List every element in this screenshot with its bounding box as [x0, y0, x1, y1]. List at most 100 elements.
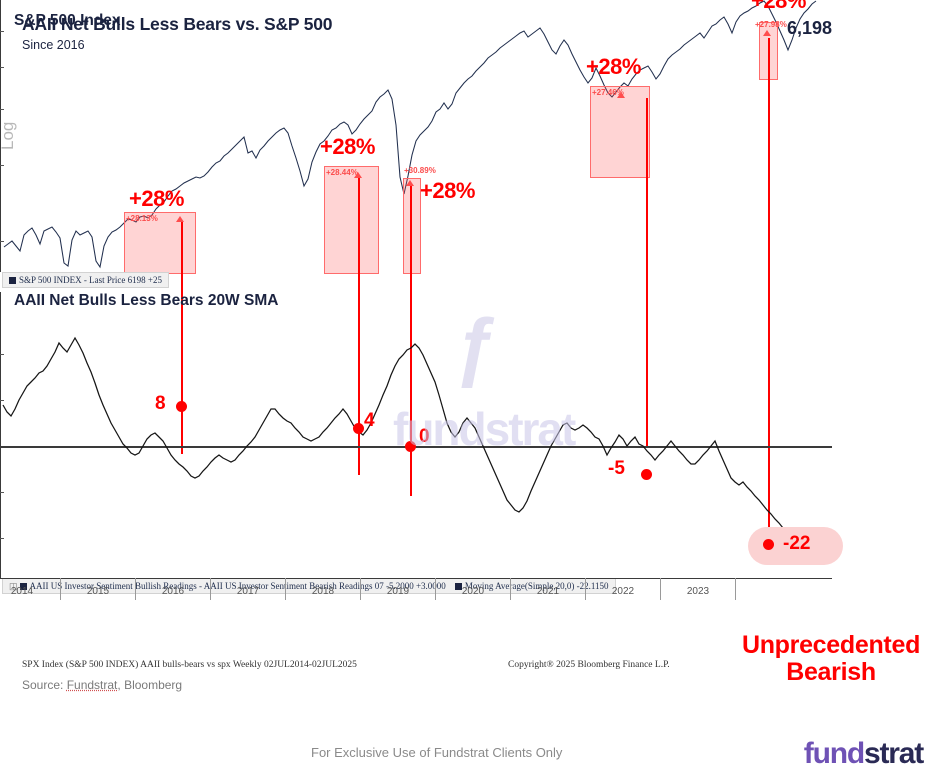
- sentiment-marker-label-8: 8: [155, 393, 166, 414]
- tick-mark: [0, 67, 4, 68]
- x-label-2022: 2022: [611, 586, 635, 597]
- episode-arrow-2: [354, 172, 362, 178]
- episode-connector-4: [646, 98, 648, 448]
- episode-label-5: +27.98%: [755, 20, 787, 29]
- episode-pct-5: +28%: [751, 0, 806, 13]
- legend-expand-icon[interactable]: ◫: [9, 581, 18, 591]
- x-label-2014: 2014: [10, 586, 34, 597]
- watermark-text: fundstrat: [393, 403, 576, 455]
- episode-highlight-3: [403, 178, 421, 274]
- sentiment-marker-0: [405, 441, 416, 452]
- x-label-2015: 2015: [86, 586, 110, 597]
- watermark-logo: ƒ: [455, 301, 499, 389]
- sentiment-legend-text-b: Moving Average(Simple,20,0) -22.1150: [464, 581, 609, 591]
- exclusive-use-notice: For Exclusive Use of Fundstrat Clients O…: [311, 745, 563, 760]
- episode-connector-3: [410, 186, 412, 496]
- x-tick: [135, 578, 136, 600]
- aaii-sma-line: [2, 336, 804, 544]
- episode-arrow-4: [617, 92, 625, 98]
- sp500-line: [3, 0, 817, 269]
- legend-swatch: [9, 277, 16, 284]
- sentiment-marker-minus22: [763, 539, 774, 550]
- episode-connector-5: [768, 38, 770, 540]
- tick-mark: [0, 109, 4, 110]
- x-label-2021: 2021: [536, 586, 560, 597]
- tick-mark: [0, 400, 4, 401]
- sentiment-marker-label-minus22: -22: [783, 533, 811, 554]
- tick-mark: [0, 492, 4, 493]
- chart-canvas: S&P 500 Index Log 6198 6000 5000 4000 30…: [0, 0, 843, 600]
- price-legend-text: S&P 500 INDEX - Last Price 6198 +25: [19, 275, 162, 285]
- x-tick: [735, 578, 736, 600]
- x-label-2020: 2020: [461, 586, 485, 597]
- episode-label-4: +27.46%: [592, 88, 624, 97]
- sentiment-marker-8: [176, 401, 187, 412]
- episode-pct-1: +28%: [129, 186, 184, 211]
- episode-highlight-4: [590, 86, 650, 178]
- sentiment-marker-label-0: 0: [419, 426, 430, 447]
- x-label-2018: 2018: [311, 586, 335, 597]
- legend-swatch: [19, 583, 27, 590]
- x-label-2019: 2019: [386, 586, 410, 597]
- x-tick: [660, 578, 661, 600]
- sentiment-marker-label-4: 4: [364, 410, 375, 431]
- tick-mark: [0, 538, 4, 539]
- x-label-2016: 2016: [161, 586, 185, 597]
- episode-connector-2: [358, 178, 360, 475]
- source-suffix: , Bloomberg: [117, 678, 183, 692]
- episode-highlight-2: [324, 166, 379, 274]
- episode-connector-1: [181, 222, 183, 454]
- legend-swatch: [454, 583, 462, 590]
- x-tick: [360, 578, 361, 600]
- sentiment-y-axis: [0, 292, 2, 578]
- logo-fund: fund: [803, 737, 865, 770]
- fundstrat-logo: fundstrat: [803, 737, 924, 771]
- tick-mark: [0, 241, 4, 242]
- tick-mark: [0, 165, 4, 166]
- logo-strat: strat: [863, 737, 924, 770]
- x-label-2017: 2017: [236, 586, 260, 597]
- price-legend: S&P 500 INDEX - Last Price 6198 +25: [2, 272, 169, 288]
- x-tick: [210, 578, 211, 600]
- episode-pct-3: +28%: [420, 178, 475, 203]
- sentiment-marker-label-minus5: -5: [608, 458, 625, 479]
- tick-mark: [0, 354, 4, 355]
- x-axis: [0, 578, 832, 580]
- page-title: AAII Net Bulls Less Bears vs. S&P 500: [22, 14, 333, 34]
- source-link[interactable]: Fundstrat: [66, 678, 118, 692]
- price-series-plot: [3, 0, 817, 269]
- x-tick: [585, 578, 586, 600]
- source-line: Source: Fundstrat, Bloomberg: [22, 678, 182, 692]
- last-price-label: 6,198: [787, 18, 833, 38]
- price-panel: S&P 500 Index Log 6198 6000 5000 4000 30…: [0, 0, 833, 540]
- sentiment-series-plot: [2, 336, 804, 544]
- bloomberg-footer-left: SPX Index (S&P 500 INDEX) AAII bulls-bea…: [22, 660, 357, 670]
- tick-mark: [0, 31, 4, 32]
- sentiment-marker-minus5: [641, 469, 652, 480]
- episode-label-1: +28.13%: [126, 214, 158, 223]
- sentiment-panel: AAII Net Bulls Less Bears 20W SMA 20 10 …: [0, 292, 843, 594]
- episode-arrow-5: [763, 30, 771, 36]
- bloomberg-footer-right: Copyright® 2025 Bloomberg Finance L.P.: [508, 660, 670, 670]
- page-subtitle: Since 2016: [22, 38, 85, 52]
- unprecedented-line-1: Unprecedented: [741, 631, 921, 659]
- price-y-axis: [0, 0, 2, 272]
- episode-arrow-3: [406, 180, 414, 186]
- episode-pct-4: +28%: [586, 54, 641, 79]
- episode-pct-2: +28%: [320, 134, 375, 159]
- x-tick: [435, 578, 436, 600]
- sentiment-legend-text-a: AAII US Investor Sentiment Bullish Readi…: [29, 581, 446, 591]
- source-prefix: Source:: [22, 678, 67, 692]
- sentiment-zero-line: [0, 446, 832, 448]
- price-panel-title: S&P 500 Index: [14, 12, 121, 29]
- sentiment-marker-4: [353, 423, 364, 434]
- episode-label-3: +30.89%: [404, 166, 436, 175]
- x-tick: [285, 578, 286, 600]
- x-tick: [510, 578, 511, 600]
- unprecedented-bearish-callout: Unprecedented Bearish: [726, 632, 936, 686]
- unprecedented-line-2: Bearish: [786, 658, 876, 686]
- x-tick: [60, 578, 61, 600]
- sentiment-panel-title: AAII Net Bulls Less Bears 20W SMA: [14, 292, 279, 309]
- x-label-2023: 2023: [686, 586, 710, 597]
- episode-arrow-1: [176, 216, 184, 222]
